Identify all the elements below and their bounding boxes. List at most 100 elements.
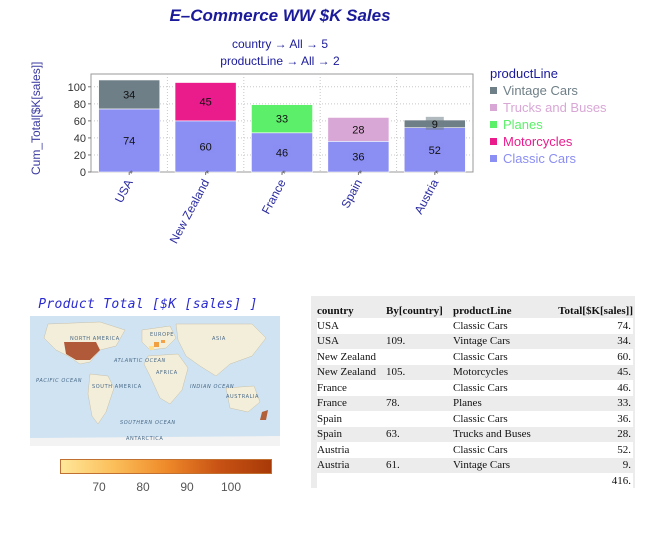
cell-total: 74. bbox=[535, 318, 633, 334]
colorbar-tick: 70 bbox=[92, 480, 106, 494]
cell-productline: Vintage Cars bbox=[453, 333, 535, 349]
x-tick-marker: * bbox=[356, 168, 367, 176]
y-tick-label: 60 bbox=[74, 116, 86, 128]
cell-total: 34. bbox=[535, 333, 633, 349]
table-row: Spain Classic Cars 36. bbox=[317, 411, 633, 427]
x-tick-marker: * bbox=[204, 168, 215, 176]
table-row: New Zealand Classic Cars 60. bbox=[317, 349, 633, 365]
cell-productline: Classic Cars bbox=[453, 349, 535, 365]
column-header-total: Total[$K[sales]] bbox=[558, 305, 633, 317]
value-label-box bbox=[349, 149, 368, 163]
map-label-pacific: PACIFIC OCEAN bbox=[36, 378, 82, 384]
continent-europe bbox=[141, 325, 177, 351]
cell-productline: Classic Cars bbox=[453, 380, 535, 396]
cell-by-country bbox=[386, 442, 453, 458]
x-tick-marker: * bbox=[433, 168, 444, 176]
legend-item: Classic Cars bbox=[490, 150, 607, 167]
cell-country: Spain bbox=[317, 426, 386, 442]
x-tick-label-group: USA* bbox=[112, 168, 138, 205]
value-label: 74 bbox=[123, 135, 135, 147]
continent-africa bbox=[143, 353, 189, 405]
colorbar-tick: 80 bbox=[136, 480, 150, 494]
country-usa bbox=[64, 342, 100, 360]
cell-by-country: 78. bbox=[386, 395, 453, 411]
cell-by-country: 109. bbox=[386, 333, 453, 349]
colorbar-tick: 90 bbox=[180, 480, 194, 494]
continent-asia bbox=[175, 323, 267, 377]
cell-country bbox=[317, 473, 386, 489]
colorbar-tick: 100 bbox=[220, 480, 242, 494]
cell-total: 46. bbox=[535, 380, 633, 396]
map-label-north-america: NORTH AMERICA bbox=[70, 336, 120, 342]
y-tick-label: 100 bbox=[68, 82, 86, 94]
x-tick-marker: * bbox=[127, 168, 138, 176]
legend-swatch bbox=[490, 87, 497, 94]
cell-country: USA bbox=[317, 333, 386, 349]
chart-subtitle-productline: productLine → All → 2 bbox=[220, 54, 340, 68]
table-row: Spain 63. Trucks and Buses 28. bbox=[317, 426, 633, 442]
legend-label: Planes bbox=[503, 117, 543, 132]
legend-swatch bbox=[490, 104, 497, 111]
map-label-atlantic: ATLANTIC OCEAN bbox=[113, 358, 166, 364]
country-austria bbox=[161, 340, 165, 343]
cell-total: 416. bbox=[535, 473, 633, 489]
value-label-box bbox=[273, 111, 291, 125]
table-row: Austria Classic Cars 52. bbox=[317, 442, 633, 458]
table-row: 416. bbox=[317, 473, 633, 489]
cell-total: 60. bbox=[535, 349, 633, 365]
value-label: 28 bbox=[352, 124, 364, 136]
map-title: Product Total [$K [sales] ] bbox=[38, 297, 258, 312]
cell-country: Austria bbox=[317, 442, 386, 458]
value-label-box bbox=[120, 133, 139, 147]
continent-antarctica bbox=[30, 436, 280, 446]
map-label-asia: ASIA bbox=[212, 336, 226, 342]
column-header-productline: productLine bbox=[453, 305, 512, 317]
x-tick-label: Austria bbox=[412, 177, 442, 217]
legend-title: productLine bbox=[490, 66, 558, 81]
x-tick-label: Spain bbox=[338, 177, 365, 211]
cell-country: Austria bbox=[317, 457, 386, 473]
legend-item: Trucks and Buses bbox=[490, 99, 607, 116]
value-label-box bbox=[196, 139, 215, 153]
cell-country: New Zealand bbox=[317, 349, 386, 365]
column-header-country: country bbox=[317, 305, 354, 317]
cell-productline: Motorcycles bbox=[453, 364, 535, 380]
x-tick-label-group: Spain* bbox=[338, 168, 367, 211]
legend-item: Motorcycles bbox=[490, 133, 607, 150]
x-tick-label: USA bbox=[112, 177, 136, 205]
cell-country: USA bbox=[317, 318, 386, 334]
y-tick-label: 40 bbox=[74, 133, 86, 145]
value-label-box bbox=[425, 142, 444, 156]
table-row: New Zealand 105. Motorcycles 45. bbox=[317, 364, 633, 380]
map-label-australia: AUSTRALIA bbox=[226, 394, 259, 400]
table-row: USA Classic Cars 74. bbox=[317, 318, 633, 334]
cell-productline: Classic Cars bbox=[453, 318, 535, 334]
world-map[interactable]: NORTH AMERICA EUROPE ASIA ATLANTIC OCEAN… bbox=[30, 316, 280, 446]
legend-item: Vintage Cars bbox=[490, 82, 607, 99]
cell-country: New Zealand bbox=[317, 364, 386, 380]
color-scale-bar bbox=[60, 459, 272, 474]
table-row: USA 109. Vintage Cars 34. bbox=[317, 333, 633, 349]
y-tick-label: 0 bbox=[80, 167, 86, 179]
cell-by-country bbox=[386, 349, 453, 365]
map-label-southern: SOUTHERN OCEAN bbox=[120, 420, 176, 426]
cell-by-country: 63. bbox=[386, 426, 453, 442]
legend-label: Classic Cars bbox=[503, 151, 576, 166]
chart-title: E–Commerce WW $K Sales bbox=[169, 6, 391, 25]
cell-total: 9. bbox=[535, 457, 633, 473]
cell-by-country bbox=[386, 318, 453, 334]
value-label: 45 bbox=[199, 97, 211, 109]
legend-swatch bbox=[490, 121, 497, 128]
cell-total: 45. bbox=[535, 364, 633, 380]
cell-by-country: 61. bbox=[386, 457, 453, 473]
cell-total: 52. bbox=[535, 442, 633, 458]
cell-productline: Vintage Cars bbox=[453, 457, 535, 473]
cell-country: France bbox=[317, 395, 386, 411]
cell-by-country bbox=[386, 411, 453, 427]
country-new-zealand bbox=[260, 410, 268, 420]
x-tick-label-group: France* bbox=[259, 168, 291, 216]
cell-by-country: 105. bbox=[386, 364, 453, 380]
value-label-box bbox=[196, 94, 215, 108]
table-row: Austria 61. Vintage Cars 9. bbox=[317, 457, 633, 473]
value-label: 46 bbox=[276, 147, 288, 159]
